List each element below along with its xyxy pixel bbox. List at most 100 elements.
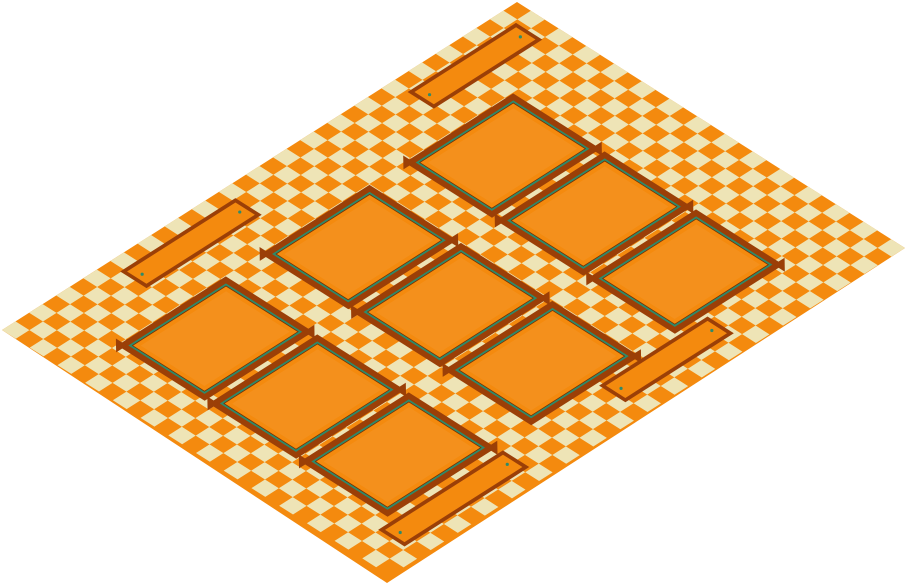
floor-tile — [303, 305, 331, 324]
floor-tile — [739, 168, 767, 187]
floor-tile — [521, 272, 550, 290]
floor-tile — [355, 149, 383, 167]
slot-marker — [427, 93, 432, 97]
pad-highlight — [519, 166, 669, 261]
floor-tile — [795, 256, 824, 274]
slot-marker — [398, 530, 402, 535]
floor-tile — [275, 270, 303, 289]
floor-tile — [192, 252, 221, 271]
floor-tile — [111, 287, 139, 305]
floor-tile — [331, 340, 359, 359]
floor-tile — [795, 221, 823, 239]
floor-tile — [112, 374, 140, 392]
floor-tile — [849, 221, 878, 240]
floor-tile — [306, 514, 335, 533]
floor-tile — [306, 479, 334, 498]
floor-tile — [684, 168, 712, 186]
floor-tile — [714, 307, 742, 326]
floor-tile — [441, 376, 469, 394]
floor-tile — [877, 239, 905, 257]
pad-corner-accent — [207, 396, 219, 411]
pad-corner-accent — [403, 155, 415, 170]
floor-tile — [140, 391, 168, 410]
floor-tile — [410, 166, 438, 185]
floor-tile — [521, 237, 549, 255]
floor-tile — [712, 203, 740, 221]
floor-tile — [306, 497, 334, 515]
floor-tile — [57, 356, 85, 374]
edge-slot — [127, 202, 255, 284]
floor-tile — [220, 252, 248, 271]
floor-pad — [223, 343, 391, 450]
floor-tile — [381, 79, 409, 98]
floor-tile — [409, 132, 438, 150]
floor-tile — [628, 98, 656, 116]
floor-tile — [56, 304, 84, 322]
floor-tile — [301, 201, 329, 219]
floor-tile — [496, 411, 525, 429]
floor-tile — [632, 324, 660, 343]
floor-tile — [382, 114, 410, 132]
floor-tile — [416, 532, 445, 551]
floor-tile — [822, 221, 850, 239]
floor-tile — [768, 290, 797, 309]
floor-tile — [766, 168, 795, 187]
floor-tile — [273, 166, 301, 184]
floor-tile — [165, 287, 194, 305]
floor-tile — [683, 116, 711, 134]
floor-tile — [684, 151, 712, 169]
floor-tile — [471, 498, 499, 516]
floor-tile — [656, 150, 685, 169]
floor-tile — [823, 256, 851, 274]
floor-tile — [545, 80, 574, 99]
floor-tile — [465, 202, 494, 220]
floor-tile — [524, 428, 553, 447]
floor-tile — [524, 446, 553, 464]
floor-pad — [275, 194, 443, 301]
floor-tile — [327, 149, 356, 167]
floor-tile — [657, 168, 685, 186]
floor-tile — [517, 10, 545, 29]
floor-tile — [140, 409, 168, 427]
floor-tile — [409, 97, 437, 115]
floor-tile — [794, 186, 822, 204]
floor-tile — [632, 307, 660, 325]
floor-tile — [333, 497, 362, 515]
floor-tile — [275, 288, 303, 306]
floor-tile — [493, 219, 521, 238]
floor-tile — [739, 203, 768, 222]
floor-tile — [545, 63, 574, 81]
floor-pad — [366, 251, 534, 359]
floor-tile — [165, 270, 193, 288]
floor-tile — [545, 45, 573, 64]
floor-tile — [247, 270, 276, 288]
floor-tile — [246, 183, 274, 201]
floor-tile — [711, 133, 739, 152]
floor-tile — [739, 186, 768, 204]
floor-tile — [822, 238, 851, 257]
floor-tile — [464, 97, 492, 115]
floor-tile — [83, 269, 111, 287]
floor-tile — [573, 80, 601, 99]
floor-tile — [334, 514, 362, 533]
pad-corner-accent — [447, 233, 459, 248]
floor-tile — [84, 356, 113, 375]
floor-tile — [111, 321, 140, 340]
pad-highlight — [427, 108, 578, 204]
floor-tile — [795, 273, 824, 291]
floor-tile — [300, 166, 329, 184]
floor-tile — [573, 98, 602, 116]
floor-tile — [850, 256, 878, 274]
floor-tile — [168, 426, 196, 445]
floor-tile — [767, 238, 796, 257]
floor-tile — [358, 358, 387, 376]
floor-tile — [250, 444, 279, 463]
floor-tile — [497, 446, 525, 464]
edge-slots — [120, 22, 734, 547]
floor-tile — [83, 287, 112, 305]
floor-tile — [247, 235, 275, 254]
floor-tile — [438, 219, 467, 237]
floor-tile — [469, 393, 497, 412]
floor-tile — [84, 339, 112, 357]
